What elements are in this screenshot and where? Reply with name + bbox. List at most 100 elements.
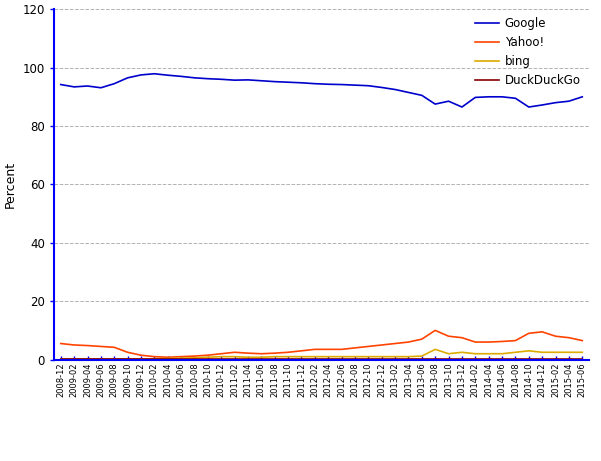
DuckDuckGo bbox=[579, 356, 586, 362]
DuckDuckGo bbox=[391, 356, 398, 362]
Yahoo! bbox=[391, 341, 398, 346]
DuckDuckGo bbox=[445, 356, 452, 362]
bing bbox=[204, 355, 212, 360]
Google bbox=[378, 85, 385, 90]
DuckDuckGo bbox=[97, 356, 105, 362]
bing bbox=[218, 354, 225, 360]
Google bbox=[204, 76, 212, 82]
Yahoo! bbox=[552, 333, 559, 339]
Yahoo! bbox=[525, 331, 532, 336]
DuckDuckGo bbox=[352, 356, 359, 362]
bing bbox=[138, 356, 145, 362]
Google bbox=[432, 101, 439, 107]
DuckDuckGo bbox=[271, 356, 278, 362]
Yahoo! bbox=[124, 349, 131, 355]
DuckDuckGo bbox=[111, 356, 118, 362]
Yahoo! bbox=[311, 347, 319, 352]
bing bbox=[552, 349, 559, 355]
Yahoo! bbox=[365, 344, 372, 349]
DuckDuckGo bbox=[459, 356, 466, 362]
DuckDuckGo bbox=[70, 356, 78, 362]
bing bbox=[164, 355, 171, 361]
Google bbox=[177, 74, 185, 79]
Yahoo! bbox=[459, 335, 466, 340]
DuckDuckGo bbox=[84, 356, 91, 362]
bing bbox=[418, 353, 426, 359]
Yahoo! bbox=[164, 355, 171, 360]
DuckDuckGo bbox=[311, 356, 319, 362]
Legend: Google, Yahoo!, bing, DuckDuckGo: Google, Yahoo!, bing, DuckDuckGo bbox=[473, 15, 583, 89]
Google bbox=[445, 99, 452, 104]
DuckDuckGo bbox=[177, 356, 185, 362]
Google bbox=[298, 80, 305, 86]
bing bbox=[391, 354, 398, 360]
Line: Yahoo!: Yahoo! bbox=[61, 331, 582, 357]
Google bbox=[325, 82, 332, 87]
bing bbox=[459, 349, 466, 355]
Google bbox=[365, 83, 372, 89]
Yahoo! bbox=[298, 348, 305, 354]
bing bbox=[525, 348, 532, 354]
Yahoo! bbox=[538, 329, 546, 335]
DuckDuckGo bbox=[124, 356, 131, 362]
bing bbox=[124, 356, 131, 362]
Google bbox=[271, 79, 278, 84]
Google bbox=[566, 99, 573, 104]
DuckDuckGo bbox=[498, 356, 505, 362]
Line: Google: Google bbox=[61, 74, 582, 107]
DuckDuckGo bbox=[378, 356, 385, 362]
DuckDuckGo bbox=[204, 356, 212, 362]
bing bbox=[97, 356, 105, 362]
Yahoo! bbox=[177, 354, 185, 360]
bing bbox=[325, 354, 332, 360]
bing bbox=[231, 354, 238, 360]
DuckDuckGo bbox=[258, 356, 265, 362]
Yahoo! bbox=[191, 353, 198, 359]
bing bbox=[151, 356, 158, 361]
Yahoo! bbox=[338, 347, 345, 352]
bing bbox=[352, 354, 359, 360]
bing bbox=[84, 356, 91, 362]
bing bbox=[378, 354, 385, 360]
DuckDuckGo bbox=[432, 356, 439, 362]
DuckDuckGo bbox=[231, 356, 238, 362]
Google bbox=[191, 75, 198, 81]
Google bbox=[485, 94, 492, 100]
Yahoo! bbox=[579, 338, 586, 343]
DuckDuckGo bbox=[405, 356, 412, 362]
Google bbox=[338, 82, 345, 87]
bing bbox=[191, 355, 198, 361]
Google bbox=[311, 81, 319, 87]
bing bbox=[111, 356, 118, 362]
Google bbox=[124, 75, 131, 81]
bing bbox=[566, 349, 573, 355]
Google bbox=[538, 102, 546, 108]
DuckDuckGo bbox=[245, 356, 252, 362]
bing bbox=[445, 351, 452, 356]
Yahoo! bbox=[418, 337, 426, 342]
Y-axis label: Percent: Percent bbox=[4, 161, 17, 208]
bing bbox=[538, 349, 546, 355]
DuckDuckGo bbox=[485, 356, 492, 362]
DuckDuckGo bbox=[512, 356, 519, 362]
DuckDuckGo bbox=[418, 356, 426, 362]
bing bbox=[258, 355, 265, 360]
DuckDuckGo bbox=[338, 356, 345, 362]
bing bbox=[472, 351, 479, 356]
Yahoo! bbox=[485, 339, 492, 345]
Google bbox=[405, 90, 412, 95]
DuckDuckGo bbox=[566, 356, 573, 362]
Yahoo! bbox=[70, 342, 78, 348]
Google bbox=[498, 94, 505, 100]
Yahoo! bbox=[284, 349, 291, 355]
Yahoo! bbox=[512, 338, 519, 343]
Yahoo! bbox=[97, 344, 105, 349]
Yahoo! bbox=[138, 353, 145, 358]
Google bbox=[459, 104, 466, 110]
bing bbox=[177, 355, 185, 361]
bing bbox=[298, 354, 305, 360]
Yahoo! bbox=[151, 354, 158, 360]
Yahoo! bbox=[432, 328, 439, 333]
DuckDuckGo bbox=[164, 356, 171, 362]
Yahoo! bbox=[352, 345, 359, 351]
